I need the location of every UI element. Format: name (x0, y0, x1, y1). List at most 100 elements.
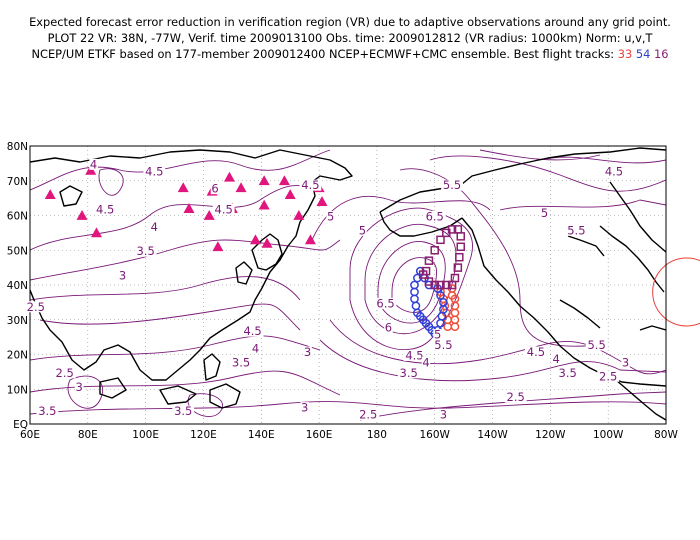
lon-tick-label: 80W (654, 429, 678, 441)
observation-site-marker (249, 234, 261, 245)
contour-label: 3 (75, 380, 82, 394)
latitude-labels: 80N 70N 60N 50N 40N 30N 20N 10N EQ (7, 141, 28, 431)
lat-tick-label: 50N (7, 245, 28, 257)
observation-site-marker (212, 241, 224, 252)
contour-label: 3 (301, 401, 308, 415)
observation-site-marker (177, 182, 189, 193)
contour-label-bg (441, 179, 463, 191)
contour-label: 5 (359, 223, 366, 237)
observation-site-marker (203, 210, 215, 220)
contour-labels: 4.544.543.532.564.54.5555.56.54.555.56.5… (24, 157, 630, 422)
lon-tick-label: 180 (367, 429, 387, 441)
flight-track-16-point (418, 270, 428, 279)
title-line-1: Expected forecast error reduction in ver… (29, 15, 671, 29)
contour-label-bg (397, 367, 420, 379)
contour-label-bg (326, 210, 335, 222)
observation-site-marker (235, 182, 247, 193)
contour-label: 5.5 (434, 338, 452, 352)
contour-label-bg (300, 402, 309, 414)
contour-label: 5.5 (443, 178, 461, 192)
contour-label: 4 (90, 157, 97, 171)
contour-label: 3 (119, 269, 126, 283)
contour-label: 5.5 (567, 223, 585, 237)
title-line-3: NCEP/UM ETKF based on 177-member 2009012… (0, 46, 700, 62)
flight-track-16-point (455, 252, 464, 262)
lat-tick-label: 10N (7, 384, 28, 396)
contour-label-bg (36, 405, 59, 417)
observation-site-marker (76, 210, 88, 220)
flight-tracks (410, 225, 465, 338)
flight-track-54-point (410, 294, 419, 304)
lat-tick-label: 20N (7, 350, 28, 362)
contour-label-bg (556, 367, 579, 379)
contour-label: 6.5 (426, 209, 444, 223)
plot-title: Expected forecast error reduction in ver… (0, 14, 700, 62)
contour-label: 4.5 (405, 348, 423, 362)
contour-label-bg (504, 391, 527, 403)
flight-track-33-point (450, 322, 460, 332)
contour-label: 4.5 (145, 164, 163, 178)
contour-label: 4.5 (96, 203, 114, 217)
flight-track-33-point (450, 308, 460, 318)
contour-label-bg (74, 381, 84, 393)
track-count-purple: 16 (654, 47, 669, 61)
contour-label: 5.5 (587, 338, 605, 352)
track-count-blue: 54 (635, 47, 651, 61)
lon-tick-label: 140E (248, 429, 275, 441)
longitude-labels: 60E 80E 100E 120E 140E 160E 180 160W 140W 120W 100… (20, 429, 678, 441)
flight-track-16-point (430, 246, 439, 255)
contour-label: 4.5 (243, 324, 261, 338)
flight-track-33-point (447, 291, 457, 300)
error-reduction-contours (30, 149, 666, 421)
lon-tick-label: 60E (20, 429, 40, 441)
contour-label-bg (621, 356, 630, 368)
contour-label: 2.5 (507, 390, 525, 404)
contour-label-bg (433, 329, 442, 341)
contour-label-bg (439, 409, 448, 421)
lat-tick-label: 80N (7, 141, 28, 153)
contour-label: 5 (327, 209, 334, 223)
contour-label-bg (24, 301, 47, 313)
map-frame (29, 145, 667, 425)
observation-site-marker (183, 203, 195, 213)
contour-label: 3.5 (232, 355, 250, 369)
coastlines (30, 147, 666, 421)
lat-tick-label: 40N (7, 280, 28, 292)
contour-label: 4 (422, 355, 429, 369)
flight-track-16-point (424, 256, 434, 265)
contour-label: 6 (211, 182, 218, 196)
contour-label: 6.5 (376, 296, 394, 310)
contour-label-bg (551, 353, 561, 365)
contour-label: 4.5 (301, 178, 319, 192)
observation-site-marker (261, 237, 273, 248)
contour-label: 4 (552, 352, 559, 366)
contour-label-bg (118, 270, 127, 282)
observation-site-marker (258, 199, 270, 210)
observation-site-marker (316, 196, 328, 206)
lat-tick-label: 70N (7, 176, 28, 188)
contour-label: 5 (541, 206, 548, 220)
contour-label: 2.5 (56, 366, 74, 380)
observation-site-marker (304, 234, 316, 245)
lon-tick-label: 160W (420, 429, 451, 441)
contour-label-bg (210, 183, 220, 195)
observation-site-marker (284, 189, 296, 200)
contour-label-bg (603, 165, 625, 177)
contour-label: 3.5 (136, 244, 154, 258)
observation-site-marker (258, 175, 270, 186)
contour-label-bg (143, 165, 166, 177)
lon-tick-label: 100W (593, 429, 624, 441)
contour-label-bg (585, 339, 608, 351)
contour-label-bg (597, 370, 620, 382)
lon-tick-label: 120W (535, 429, 566, 441)
contour-label-bg (374, 297, 397, 309)
contour-label-bg (384, 322, 393, 334)
lon-tick-label: 160E (306, 429, 333, 441)
lon-tick-label: 120E (190, 429, 217, 441)
observation-site-marker (44, 189, 56, 200)
observation-site-marker (90, 227, 102, 238)
lon-tick-label: 140W (477, 429, 508, 441)
flight-track-54-point (436, 291, 445, 300)
contour-label: 4.5 (215, 203, 233, 217)
